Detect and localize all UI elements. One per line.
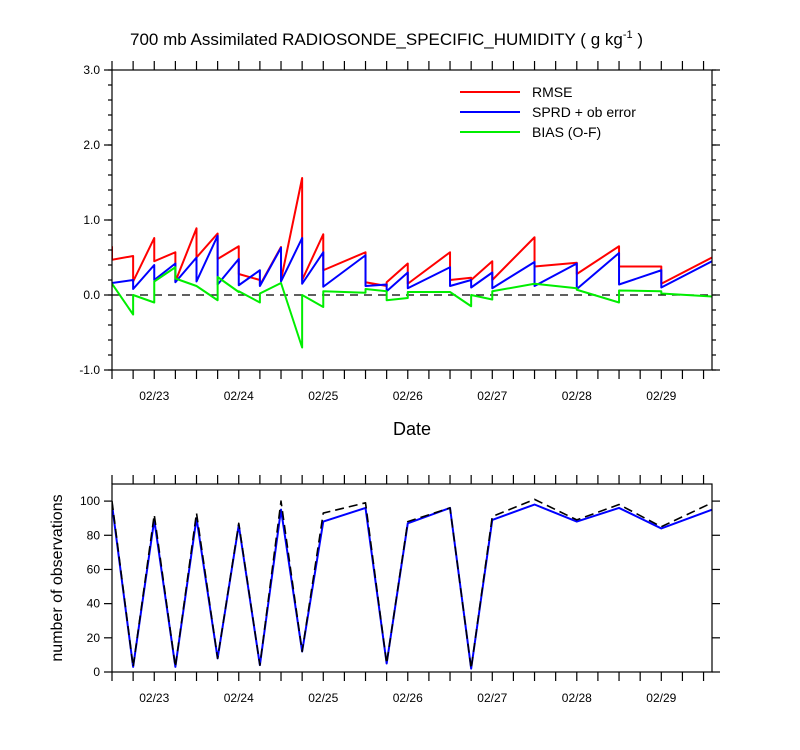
bottom-xtick-label: 02/28 [562,691,592,705]
bottom-xtick-label: 02/24 [224,691,254,705]
top-xtick-label: 02/28 [562,389,592,403]
bottom-ytick-label: 20 [87,631,101,645]
legend-label-sprd: SPRD + ob error [532,104,636,120]
top-ytick-label: -1.0 [79,363,100,377]
legend-label-bias: BIAS (O-F) [532,124,601,140]
bottom-xtick-label: 02/27 [477,691,507,705]
legend-label-rmse: RMSE [532,84,572,100]
top-xtick-label: 02/26 [393,389,423,403]
top-xtick-label: 02/24 [224,389,254,403]
bottom-xtick-label: 02/23 [139,691,169,705]
bottom-series-assimilated [112,503,712,670]
bottom-xtick-label: 02/25 [308,691,338,705]
top-ytick-label: 1.0 [83,213,100,227]
top-series-bias-o-f [112,266,712,349]
legend: RMSE SPRD + ob error BIAS (O-F) [460,84,636,140]
bottom-ytick-label: 80 [87,528,101,542]
bottom-ytick-label: 60 [87,562,101,576]
top-series-sprd-ob-error [112,234,712,293]
top-series-layer [112,177,712,349]
chart-title: 700 mb Assimilated RADIOSONDE_SPECIFIC_H… [130,29,643,49]
bottom-ytick-label: 100 [80,494,100,508]
top-ytick-label: 2.0 [83,138,100,152]
bottom-chart: 0 20 40 60 80 100 02/23 02/24 02/25 02/26 02/27 02/… [49,475,720,705]
bottom-axes: 0 20 40 60 80 100 02/23 02/24 02/25 02/26 02/27 02/… [80,475,720,705]
bottom-ytick-label: 40 [87,597,101,611]
top-ytick-label: 3.0 [83,63,100,77]
top-chart: 700 mb Assimilated RADIOSONDE_SPECIFIC_H… [79,29,720,439]
bottom-xtick-label: 02/29 [646,691,676,705]
top-axes: -1.0 0.0 1.0 2.0 3.0 02/23 02/24 02/25 02/26 02/2… [79,61,720,403]
top-xtick-label: 02/29 [646,389,676,403]
bottom-series-layer [112,498,712,670]
top-xtick-label: 02/23 [139,389,169,403]
bottom-plot-frame [111,483,713,673]
bottom-series-total [112,498,712,670]
top-ytick-label: 0.0 [83,288,100,302]
bottom-xtick-label: 02/26 [393,691,423,705]
y-axis-label: number of observations [49,494,66,661]
top-xtick-label: 02/27 [477,389,507,403]
x-axis-label: Date [393,419,431,439]
bottom-ytick-label: 0 [93,665,100,679]
top-xtick-label: 02/25 [308,389,338,403]
